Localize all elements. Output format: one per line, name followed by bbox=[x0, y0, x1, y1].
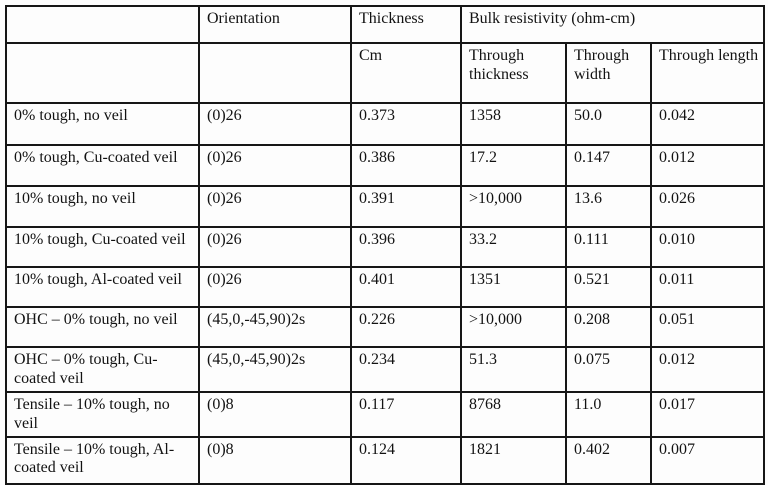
through-length-cell: 0.017 bbox=[650, 390, 765, 438]
through-thickness-cell: 1358 bbox=[460, 102, 567, 146]
through-thickness-cell: 1351 bbox=[460, 266, 567, 308]
header-corner-cell-2 bbox=[5, 42, 200, 104]
header-orientation: Orientation bbox=[198, 5, 352, 44]
header-thickness: Thickness bbox=[350, 5, 462, 44]
table-header-row-1: Orientation Thickness Bulk resistivity (… bbox=[5, 5, 765, 44]
orientation-cell: (0)8 bbox=[198, 390, 352, 438]
through-thickness-cell: 1821 bbox=[460, 435, 567, 485]
table-row: OHC – 0% tough, Cu-coated veil (45,0,-45… bbox=[5, 346, 765, 393]
through-length-cell: 0.007 bbox=[650, 435, 765, 485]
row-label-cell: Tensile – 10% tough, Al-coated veil bbox=[5, 435, 200, 485]
table-row: Tensile – 10% tough, no veil (0)8 0.117 … bbox=[5, 390, 765, 438]
table-row: 0% tough, Cu-coated veil (0)26 0.386 17.… bbox=[5, 144, 765, 187]
resistivity-table: Orientation Thickness Bulk resistivity (… bbox=[5, 5, 765, 485]
through-length-cell: 0.011 bbox=[650, 266, 765, 308]
through-width-cell: 50.0 bbox=[565, 102, 652, 146]
orientation-cell: (0)8 bbox=[198, 435, 352, 485]
orientation-cell: (0)26 bbox=[198, 144, 352, 187]
through-thickness-cell: 51.3 bbox=[460, 346, 567, 393]
row-label-cell: Tensile – 10% tough, no veil bbox=[5, 390, 200, 438]
table-row: Tensile – 10% tough, Al-coated veil (0)8… bbox=[5, 435, 765, 485]
through-thickness-cell: 8768 bbox=[460, 390, 567, 438]
thickness-cell: 0.391 bbox=[350, 185, 462, 228]
orientation-cell: (0)26 bbox=[198, 266, 352, 308]
table-row: OHC – 0% tough, no veil (45,0,-45,90)2s … bbox=[5, 306, 765, 348]
orientation-cell: (0)26 bbox=[198, 102, 352, 146]
through-length-cell: 0.010 bbox=[650, 226, 765, 268]
header-blank-cell bbox=[198, 42, 352, 104]
through-length-cell: 0.051 bbox=[650, 306, 765, 348]
thickness-cell: 0.373 bbox=[350, 102, 462, 146]
through-width-cell: 11.0 bbox=[565, 390, 652, 438]
thickness-cell: 0.117 bbox=[350, 390, 462, 438]
through-width-cell: 0.111 bbox=[565, 226, 652, 268]
header-through-length: Through length bbox=[650, 42, 765, 104]
header-through-width: Through width bbox=[565, 42, 652, 104]
through-thickness-cell: >10,000 bbox=[460, 185, 567, 228]
through-length-cell: 0.026 bbox=[650, 185, 765, 228]
table-row: 10% tough, Cu-coated veil (0)26 0.396 33… bbox=[5, 226, 765, 268]
table-row: 10% tough, Al-coated veil (0)26 0.401 13… bbox=[5, 266, 765, 308]
thickness-cell: 0.226 bbox=[350, 306, 462, 348]
through-length-cell: 0.012 bbox=[650, 346, 765, 393]
row-label-cell: 10% tough, no veil bbox=[5, 185, 200, 228]
through-width-cell: 13.6 bbox=[565, 185, 652, 228]
header-corner-cell bbox=[5, 5, 200, 44]
row-label-cell: 10% tough, Cu-coated veil bbox=[5, 226, 200, 268]
thickness-cell: 0.234 bbox=[350, 346, 462, 393]
through-width-cell: 0.402 bbox=[565, 435, 652, 485]
thickness-cell: 0.401 bbox=[350, 266, 462, 308]
through-thickness-cell: >10,000 bbox=[460, 306, 567, 348]
thickness-cell: 0.396 bbox=[350, 226, 462, 268]
orientation-cell: (45,0,-45,90)2s bbox=[198, 346, 352, 393]
through-width-cell: 0.208 bbox=[565, 306, 652, 348]
header-through-thickness: Through thickness bbox=[460, 42, 567, 104]
table-row: 10% tough, no veil (0)26 0.391 >10,000 1… bbox=[5, 185, 765, 228]
row-label-cell: OHC – 0% tough, Cu-coated veil bbox=[5, 346, 200, 393]
through-thickness-cell: 33.2 bbox=[460, 226, 567, 268]
thickness-cell: 0.124 bbox=[350, 435, 462, 485]
through-width-cell: 0.521 bbox=[565, 266, 652, 308]
through-length-cell: 0.042 bbox=[650, 102, 765, 146]
orientation-cell: (45,0,-45,90)2s bbox=[198, 306, 352, 348]
through-width-cell: 0.147 bbox=[565, 144, 652, 187]
header-bulk-resistivity: Bulk resistivity (ohm-cm) bbox=[460, 5, 765, 44]
row-label-cell: OHC – 0% tough, no veil bbox=[5, 306, 200, 348]
header-unit-cm: Cm bbox=[350, 42, 462, 104]
table-row: 0% tough, no veil (0)26 0.373 1358 50.0 … bbox=[5, 102, 765, 146]
thickness-cell: 0.386 bbox=[350, 144, 462, 187]
orientation-cell: (0)26 bbox=[198, 226, 352, 268]
through-length-cell: 0.012 bbox=[650, 144, 765, 187]
orientation-cell: (0)26 bbox=[198, 185, 352, 228]
row-label-cell: 10% tough, Al-coated veil bbox=[5, 266, 200, 308]
through-thickness-cell: 17.2 bbox=[460, 144, 567, 187]
row-label-cell: 0% tough, Cu-coated veil bbox=[5, 144, 200, 187]
table-header-row-2: Cm Through thickness Through width Throu… bbox=[5, 42, 765, 104]
row-label-cell: 0% tough, no veil bbox=[5, 102, 200, 146]
through-width-cell: 0.075 bbox=[565, 346, 652, 393]
